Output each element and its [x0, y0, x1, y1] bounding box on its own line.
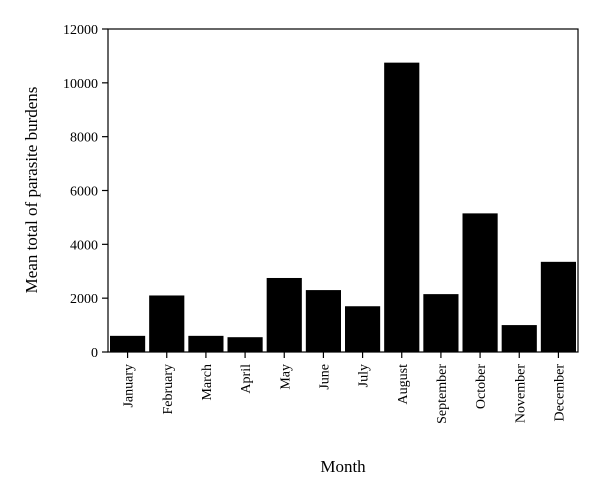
x-tick-label-october: October — [474, 364, 489, 409]
bar-august — [384, 62, 420, 352]
bar-january — [110, 335, 146, 352]
x-tick-label-june: June — [317, 364, 332, 390]
x-axis-title: Month — [320, 457, 366, 476]
y-tick-label: 0 — [91, 346, 98, 361]
y-tick-label: 6000 — [70, 185, 98, 200]
x-tick-label-march: March — [200, 364, 215, 401]
bar-february — [149, 295, 185, 352]
bar-june — [305, 290, 341, 352]
bar-october — [462, 213, 498, 352]
x-tick-label-may: May — [278, 364, 293, 390]
x-tick-label-july: July — [357, 364, 372, 387]
x-tick-label-september: September — [435, 364, 450, 424]
bars-group — [110, 62, 576, 352]
bar-march — [188, 335, 224, 352]
x-tick-label-december: December — [552, 364, 567, 422]
y-tick-label: 12000 — [63, 23, 98, 38]
bar-december — [540, 261, 576, 352]
x-tick-label-august: August — [396, 364, 411, 405]
x-axis: January February March April May June July Augu… — [122, 352, 567, 424]
y-axis: 0 2000 4000 6000 8000 10000 12000 — [63, 23, 108, 361]
y-tick-label: 2000 — [70, 292, 98, 307]
bar-may — [266, 277, 302, 352]
bar-september — [423, 294, 459, 352]
y-tick-label: 10000 — [63, 77, 98, 92]
x-tick-label-april: April — [239, 364, 254, 394]
y-axis-title: Mean total of parasite burdens — [22, 87, 41, 294]
bar-april — [227, 337, 263, 352]
x-tick-label-february: February — [161, 364, 176, 415]
bar-july — [345, 306, 381, 352]
y-tick-label: 8000 — [70, 131, 98, 146]
x-tick-label-november: November — [513, 364, 528, 423]
x-tick-label-january: January — [122, 364, 137, 408]
bar-november — [501, 325, 537, 352]
y-tick-label: 4000 — [70, 238, 98, 253]
